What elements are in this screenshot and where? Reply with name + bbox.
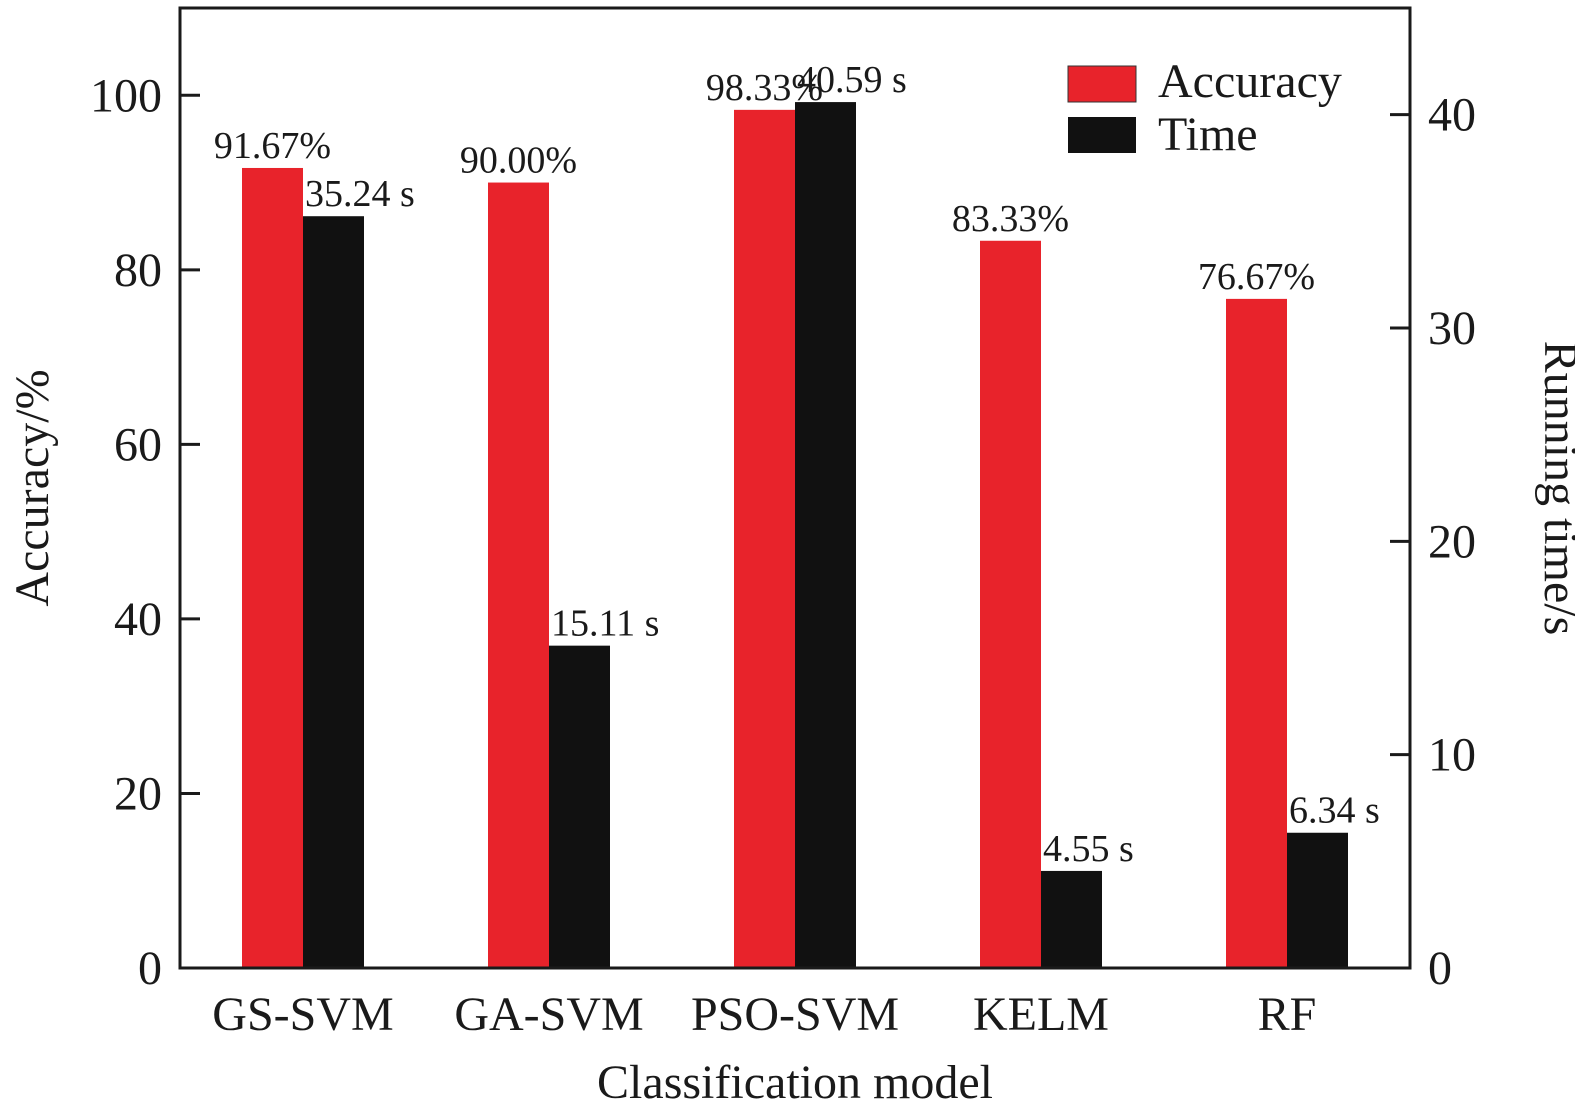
- legend: Accuracy Time: [1067, 55, 1342, 161]
- data-labels-layer: 91.67% 35.24 s 90.00% 15.11 s 98.33%40.59 s 8…: [214, 59, 1380, 870]
- legend-swatch-time: [1068, 117, 1136, 153]
- category-labels: GS-SVM GA-SVM PSO-SVM KELM RF: [212, 988, 1316, 1041]
- right-tick-label: 30: [1428, 302, 1476, 355]
- right-tick-label: 10: [1428, 729, 1476, 782]
- data-label-time: 35.24 s: [305, 173, 415, 215]
- bar-time: [303, 216, 364, 969]
- right-axis: 0 10 20 30 40: [1390, 89, 1476, 995]
- category-label: RF: [1258, 988, 1317, 1041]
- data-label-time: 15.11 s: [551, 603, 659, 645]
- y2-axis-title: Running time/s: [1534, 341, 1575, 636]
- legend-swatch-accuracy: [1067, 65, 1137, 103]
- data-label-time: 4.55 s: [1043, 828, 1134, 870]
- left-axis: 0 20 40 60 80 100: [90, 69, 200, 995]
- left-tick-label: 60: [114, 418, 162, 471]
- data-label-time: 40.59 s: [797, 59, 907, 101]
- left-tick-label: 40: [114, 593, 162, 646]
- legend-label-time: Time: [1158, 108, 1258, 161]
- data-label-accuracy: 76.67%: [1198, 256, 1315, 298]
- data-label-time: 6.34 s: [1289, 790, 1380, 832]
- bar-time: [549, 645, 610, 968]
- bars-layer: [242, 102, 1348, 969]
- bar-time: [1287, 832, 1348, 968]
- bar-accuracy: [242, 167, 303, 969]
- legend-label-accuracy: Accuracy: [1158, 55, 1342, 108]
- data-label-accuracy: 91.67%: [214, 125, 331, 167]
- right-tick-label: 20: [1428, 515, 1476, 568]
- bar-time: [795, 102, 856, 968]
- category-label: GA-SVM: [454, 988, 643, 1041]
- bar-accuracy: [488, 182, 549, 968]
- y-axis-title: Accuracy/%: [6, 369, 59, 606]
- x-axis-title: Classification model: [597, 1056, 993, 1109]
- left-tick-label: 20: [114, 767, 162, 820]
- right-tick-label: 40: [1428, 89, 1476, 142]
- plot-frame: [178, 6, 1412, 970]
- category-label: KELM: [973, 988, 1109, 1041]
- data-label-accuracy: 90.00%: [460, 140, 577, 182]
- data-label-accuracy: 83.33%: [952, 198, 1069, 240]
- left-tick-label: 100: [90, 69, 162, 122]
- bar-accuracy: [980, 240, 1041, 969]
- right-tick-label: 0: [1428, 942, 1452, 995]
- bar-time: [1041, 870, 1102, 968]
- data-label-accuracy: 98.33%: [706, 67, 823, 109]
- bar-accuracy: [1226, 298, 1287, 968]
- left-tick-label: 0: [138, 942, 162, 995]
- left-tick-label: 80: [114, 244, 162, 297]
- category-label: PSO-SVM: [691, 988, 899, 1041]
- category-label: GS-SVM: [212, 988, 393, 1041]
- bar-accuracy: [734, 109, 795, 968]
